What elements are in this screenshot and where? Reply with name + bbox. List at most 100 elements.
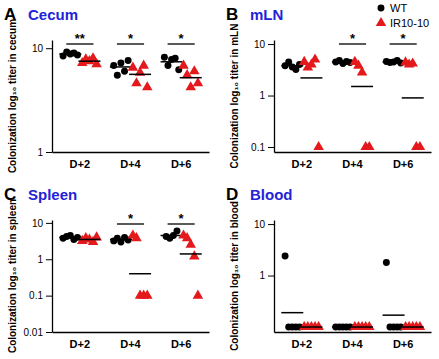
mean-line	[78, 60, 100, 62]
y-axis-title: Colonization log₁₀ titer in cecum	[7, 19, 18, 173]
y-tick-mark	[46, 259, 52, 260]
x-tick-label: D+4	[120, 158, 141, 170]
y-tick-label: 1	[37, 147, 43, 158]
chart-title: Spleen	[28, 186, 77, 203]
y-tick-label: 10	[254, 39, 266, 50]
x-axis-line	[275, 152, 432, 153]
x-tick-label: D+4	[342, 338, 363, 350]
y-tick-label: 0.1	[29, 290, 43, 301]
x-axis-line	[275, 332, 432, 333]
x-tick: D+4	[342, 152, 363, 170]
x-axis: D+2D+4D+6	[53, 332, 210, 350]
x-tick: D+6	[393, 332, 414, 350]
legend-label: WT	[390, 2, 407, 14]
mean-line	[161, 61, 183, 63]
x-tick-label: D+2	[70, 338, 91, 350]
x-tick-label: D+6	[393, 338, 414, 350]
mean-line	[161, 235, 183, 237]
mean-line	[281, 65, 303, 67]
y-tick: 0.1	[29, 290, 52, 301]
y-tick-mark	[268, 276, 274, 277]
x-tick: D+4	[120, 152, 141, 170]
y-axis: 0.1110	[251, 39, 274, 153]
x-axis: D+2 D+4 D+6	[53, 152, 210, 170]
data-point	[189, 250, 200, 259]
panel: DBlood110D+2D+4D+6Colonization log₁₀ tit…	[226, 185, 432, 351]
mean-line	[59, 53, 81, 55]
legend: WTIR10-10	[376, 2, 429, 29]
x-tick-label: D+6	[393, 158, 414, 170]
data-point	[189, 65, 200, 74]
y-tick: 10	[254, 219, 274, 230]
y-axis-title: Colonization log₁₀ titer in spleen	[7, 199, 18, 353]
x-tick-label: D+4	[342, 158, 363, 170]
mean-line	[59, 237, 81, 239]
data-point	[142, 290, 153, 299]
data-point	[193, 290, 204, 299]
y-tick-mark	[46, 152, 52, 153]
mean-line	[129, 273, 151, 275]
y-axis: 1 10	[254, 219, 275, 333]
x-tick: D+4	[342, 332, 363, 350]
legend-symbol	[378, 5, 385, 12]
significance-label: *	[179, 31, 185, 46]
data-point	[172, 55, 179, 62]
panel: ACecum110D+2D+4D+6Colonization log₁₀ tit…	[4, 5, 210, 173]
y-axis: 1 10	[32, 41, 53, 158]
data-point	[313, 141, 324, 150]
mean-line	[383, 314, 405, 316]
marks	[59, 227, 203, 298]
mean-line	[383, 61, 405, 63]
significance-label: *	[179, 211, 185, 226]
y-tick-mark	[46, 48, 52, 49]
y-tick-mark	[268, 96, 274, 97]
data-point	[117, 60, 124, 67]
legend-symbol	[376, 17, 387, 26]
data-point	[282, 252, 289, 259]
y-tick-label: 1	[37, 254, 43, 265]
y-tick-mark	[268, 147, 274, 148]
marks	[59, 48, 203, 90]
panel-label: B	[226, 5, 238, 24]
mean-line	[180, 77, 202, 79]
x-tick: D+2	[292, 152, 313, 170]
mean-line	[300, 326, 322, 328]
data-point	[131, 77, 142, 86]
x-tick: D+6	[171, 332, 192, 350]
x-tick: D+2	[70, 152, 91, 170]
mean-line	[351, 326, 373, 328]
mean-line	[402, 326, 424, 328]
y-tick: 10	[32, 43, 52, 54]
mean-line	[180, 253, 202, 255]
data-point	[91, 58, 102, 67]
data-point	[138, 60, 149, 69]
y-tick: 1	[259, 270, 274, 281]
mean-line	[129, 74, 151, 76]
marks	[281, 53, 425, 150]
y-tick-label: 0.1	[251, 142, 265, 153]
data-point	[193, 77, 204, 86]
mean-line	[332, 326, 354, 328]
data-point	[161, 54, 168, 61]
data-point	[131, 232, 142, 241]
mean-line	[78, 239, 100, 241]
y-axis-title: Colonization log₁₀ titer in mLN	[229, 24, 240, 169]
x-tick: D+6	[171, 152, 192, 170]
mean-line	[281, 312, 303, 314]
data-point	[125, 57, 132, 64]
y-tick-label: 10	[254, 219, 266, 230]
y-tick: 0.01	[24, 327, 52, 338]
panel: BmLN0.1110D+2D+4D+6Colonization log₁₀ ti…	[226, 2, 432, 170]
y-tick-mark	[46, 296, 52, 297]
y-tick-label: 10	[32, 43, 44, 54]
data-point	[178, 60, 189, 69]
data-point	[415, 321, 426, 330]
data-point	[110, 62, 117, 69]
y-tick: 1	[37, 147, 52, 158]
y-axis: 0.010.1110	[24, 218, 53, 338]
x-tick-label: D+2	[292, 158, 313, 170]
x-tick-label: D+6	[171, 158, 192, 170]
data-point	[364, 321, 375, 330]
data-point	[142, 81, 153, 90]
significance-label: **	[75, 31, 86, 46]
